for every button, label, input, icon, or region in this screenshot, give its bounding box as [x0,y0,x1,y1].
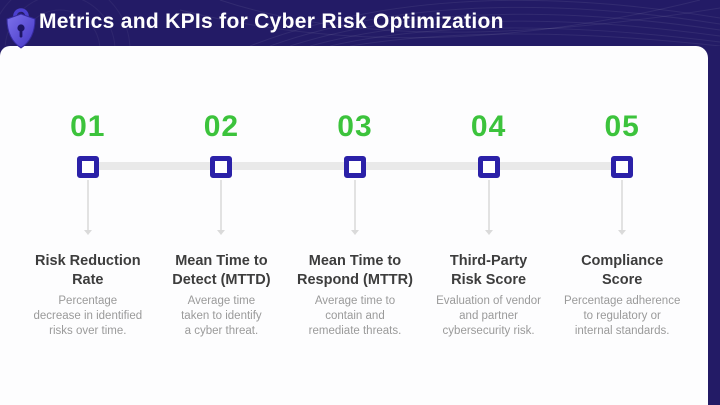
step-description: Evaluation of vendor and partner cyberse… [436,294,541,339]
step-description-line: and partner [459,310,518,322]
step-description-line: Percentage adherence [563,295,681,307]
step-description-line: decrease in identified [33,310,143,322]
shield-lock-icon [6,8,36,49]
step-title: Risk Reduction Rate [35,252,141,290]
header-wave-pattern [0,0,720,46]
step-title-line: Score [602,272,643,288]
step-number: 01 [70,110,106,143]
step-marker-icon [611,156,634,178]
step-description-line: Percentage [58,295,118,307]
step-description-line: a cyber threat. [184,325,259,337]
step-title: Mean Time to Respond (MTTR) [297,252,413,290]
timeline-item-01: 01 Risk Reduction Rate Percentage decrea… [21,110,155,339]
step-description-line: internal standards. [574,325,670,337]
step-title-line: Third-Party [449,253,528,269]
step-title-line: Detect (MTTD) [172,272,271,288]
header: Metrics and KPIs for Cyber Risk Optimiza… [0,0,720,49]
step-description-line: Evaluation of vendor [436,295,541,307]
step-description-line: risks over time. [49,325,127,337]
step-title: Third-Party Risk Score [450,252,527,290]
step-description: Percentage adherence to regulatory or in… [564,294,680,339]
step-number: 03 [337,110,373,143]
arrow-down-icon [618,180,627,235]
step-title-line: Respond (MTTR) [296,272,413,288]
step-marker-icon [76,156,99,178]
step-title: Compliance Score [581,252,663,290]
step-description-line: Average time [187,295,256,307]
step-number: 02 [203,110,240,143]
step-description: Average time taken to identify a cyber t… [181,294,262,339]
step-description: Average time to contain and remediate th… [309,294,402,339]
step-title-line: Compliance [581,253,664,269]
step-description: Percentage decrease in identified risks … [33,294,142,339]
arrow-down-icon [83,180,92,235]
arrow-down-icon [350,180,359,235]
step-number: 04 [470,110,507,143]
step-description-line: contain and [325,310,385,322]
step-title-line: Mean Time to [175,253,268,269]
step-description-line: cybersecurity risk. [442,325,535,337]
step-title-line: Mean Time to [308,253,402,269]
timeline-item-02: 02 Mean Time to Detect (MTTD) Average ti… [155,110,289,339]
step-marker-icon [210,156,233,178]
step-marker-icon [477,156,500,178]
page-title: Metrics and KPIs for Cyber Risk Optimiza… [39,10,504,33]
step-marker-icon [343,156,366,178]
timeline-item-04: 04 Third-Party Risk Score Evaluation of … [422,110,556,339]
step-title-line: Risk Reduction [35,253,141,269]
timeline-item-03: 03 Mean Time to Respond (MTTR) Average t… [288,110,422,339]
step-title-line: Rate [72,272,104,288]
step-description-line: remediate threats. [308,325,402,337]
step-description-line: to regulatory or [583,310,661,322]
arrow-down-icon [217,180,226,235]
step-description-line: Average time to [314,295,396,307]
step-title: Mean Time to Detect (MTTD) [172,252,270,290]
timeline: 01 Risk Reduction Rate Percentage decrea… [21,110,689,339]
step-description-line: taken to identify [181,310,262,322]
step-title-line: Risk Score [451,272,527,288]
timeline-item-05: 05 Compliance Score Percentage adherence… [555,110,689,339]
arrow-down-icon [484,180,493,235]
step-number: 05 [604,110,640,143]
